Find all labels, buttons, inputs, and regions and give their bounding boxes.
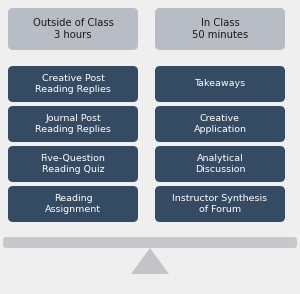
FancyBboxPatch shape [8, 8, 138, 50]
FancyBboxPatch shape [155, 186, 285, 222]
Text: Five-Question
Reading Quiz: Five-Question Reading Quiz [40, 154, 105, 174]
Text: Journal Post
Reading Replies: Journal Post Reading Replies [35, 114, 111, 134]
FancyBboxPatch shape [155, 66, 285, 102]
Text: Analytical
Discussion: Analytical Discussion [195, 154, 245, 174]
FancyBboxPatch shape [3, 237, 297, 248]
Text: In Class
50 minutes: In Class 50 minutes [192, 18, 248, 40]
FancyBboxPatch shape [8, 106, 138, 142]
FancyBboxPatch shape [8, 186, 138, 222]
FancyBboxPatch shape [155, 106, 285, 142]
Text: Takeaways: Takeaways [194, 79, 246, 88]
FancyBboxPatch shape [155, 8, 285, 50]
FancyBboxPatch shape [155, 146, 285, 182]
Text: Creative Post
Reading Replies: Creative Post Reading Replies [35, 74, 111, 94]
Polygon shape [131, 248, 169, 274]
Text: Reading
Assignment: Reading Assignment [45, 194, 101, 214]
Text: Instructor Synthesis
of Forum: Instructor Synthesis of Forum [172, 194, 268, 214]
Text: Outside of Class
3 hours: Outside of Class 3 hours [33, 18, 113, 40]
FancyBboxPatch shape [8, 66, 138, 102]
Text: Creative
Application: Creative Application [194, 114, 247, 134]
FancyBboxPatch shape [8, 146, 138, 182]
